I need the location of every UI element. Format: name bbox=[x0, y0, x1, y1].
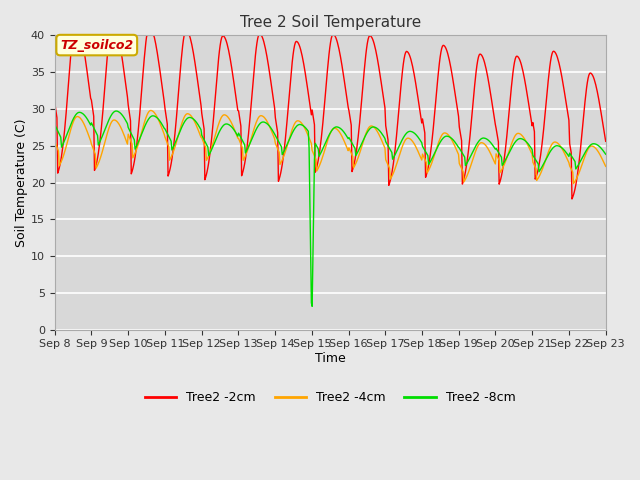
Tree2 -4cm bbox=[147, 108, 154, 113]
Tree2 -8cm bbox=[602, 151, 609, 157]
Tree2 -2cm bbox=[414, 95, 422, 100]
Tree2 -2cm bbox=[568, 196, 576, 202]
Tree2 -8cm bbox=[204, 143, 211, 149]
Tree2 -8cm bbox=[61, 137, 68, 143]
Text: TZ_soilco2: TZ_soilco2 bbox=[60, 38, 133, 51]
Tree2 -4cm bbox=[51, 138, 58, 144]
Tree2 -8cm bbox=[415, 135, 422, 141]
Tree2 -8cm bbox=[174, 133, 182, 139]
Legend: Tree2 -2cm, Tree2 -4cm, Tree2 -8cm: Tree2 -2cm, Tree2 -4cm, Tree2 -8cm bbox=[140, 386, 520, 409]
Line: Tree2 -8cm: Tree2 -8cm bbox=[54, 111, 605, 306]
Tree2 -8cm bbox=[51, 121, 58, 127]
Tree2 -2cm bbox=[174, 96, 182, 101]
Tree2 -4cm bbox=[118, 126, 125, 132]
Tree2 -4cm bbox=[570, 180, 577, 186]
Line: Tree2 -2cm: Tree2 -2cm bbox=[54, 36, 605, 199]
Line: Tree2 -4cm: Tree2 -4cm bbox=[54, 110, 605, 183]
Tree2 -2cm bbox=[398, 74, 406, 80]
Tree2 -8cm bbox=[118, 112, 126, 118]
Tree2 -8cm bbox=[112, 108, 120, 114]
Tree2 -2cm bbox=[61, 127, 68, 133]
Tree2 -4cm bbox=[61, 149, 68, 155]
Tree2 -4cm bbox=[414, 148, 422, 154]
Tree2 -4cm bbox=[602, 164, 609, 169]
Tree2 -8cm bbox=[308, 303, 316, 309]
Tree2 -2cm bbox=[51, 98, 58, 104]
Tree2 -4cm bbox=[174, 133, 182, 139]
Y-axis label: Soil Temperature (C): Soil Temperature (C) bbox=[15, 118, 28, 247]
X-axis label: Time: Time bbox=[315, 352, 346, 365]
Tree2 -2cm bbox=[69, 33, 77, 38]
Tree2 -2cm bbox=[204, 168, 211, 174]
Tree2 -8cm bbox=[399, 136, 406, 142]
Tree2 -4cm bbox=[398, 145, 406, 151]
Tree2 -4cm bbox=[204, 156, 211, 162]
Title: Tree 2 Soil Temperature: Tree 2 Soil Temperature bbox=[239, 15, 420, 30]
Tree2 -2cm bbox=[118, 55, 126, 60]
Tree2 -2cm bbox=[602, 138, 609, 144]
